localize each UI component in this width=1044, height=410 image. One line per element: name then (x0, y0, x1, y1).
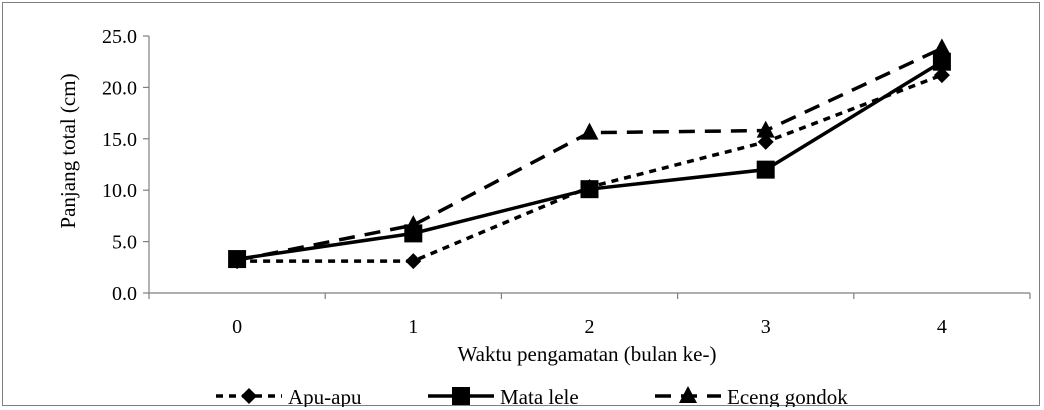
data-point-mata-lele (580, 180, 599, 199)
series-eceng-gondok (228, 38, 951, 268)
series-line-apu-apu (237, 73, 943, 263)
legend-item-apu-apu: Apu-apu (216, 385, 362, 407)
legend-label-mata-lele: Mata lele (500, 385, 579, 407)
y-tick-label: 10.0 (102, 180, 137, 202)
data-point-eceng-gondok (932, 38, 951, 56)
plot-axes (148, 36, 1030, 294)
legend-marker-eceng-gondok (679, 386, 697, 403)
data-point-eceng-gondok (228, 250, 247, 268)
y-tick-label: 0.0 (112, 283, 137, 305)
line-chart: 0.0 5.0 10.0 15.0 20.0 25.0 0 1 2 3 4 Panjang tot… (56, 26, 1031, 407)
y-tick-label: 15.0 (102, 129, 137, 151)
y-tick-label: 20.0 (102, 77, 137, 99)
data-point-apu-apu (933, 67, 950, 84)
y-axis-ticks: 0.0 5.0 10.0 15.0 20.0 25.0 (102, 26, 149, 305)
data-point-apu-apu (405, 253, 422, 270)
data-point-mata-lele (932, 52, 951, 71)
legend-marker-mata-lele (452, 387, 470, 405)
x-tick-label: 4 (937, 316, 947, 338)
data-point-eceng-gondok (756, 120, 775, 138)
data-point-eceng-gondok (580, 122, 599, 140)
legend-item-eceng-gondok: Eceng gondok (655, 385, 848, 407)
x-tick-label: 2 (585, 316, 595, 338)
data-point-apu-apu (757, 133, 774, 150)
y-axis-title: Panjang total (cm) (56, 73, 80, 228)
legend-label-eceng-gondok: Eceng gondok (727, 385, 848, 407)
x-axis-title: Waktu pengamatan (bulan ke-) (458, 342, 717, 366)
x-axis-ticks: 0 1 2 3 4 (148, 293, 1031, 338)
x-tick-label: 0 (232, 316, 242, 338)
legend-item-mata-lele: Mata lele (428, 385, 579, 407)
x-tick-label: 3 (761, 316, 771, 338)
data-point-eceng-gondok (404, 215, 423, 233)
series-line-eceng-gondok (236, 46, 943, 262)
y-tick-label: 5.0 (112, 232, 137, 254)
data-point-mata-lele (756, 160, 775, 179)
legend-label-apu-apu: Apu-apu (288, 385, 362, 407)
series-line-mata-lele (236, 60, 943, 261)
chart-legend: Apu-apu Mata lele Eceng gondok (216, 385, 848, 407)
x-tick-label: 1 (408, 316, 418, 338)
series-apu-apu (229, 67, 950, 270)
legend-marker-apu-apu (241, 388, 257, 404)
series-layer (228, 38, 951, 270)
y-tick-label: 25.0 (102, 26, 137, 48)
series-mata-lele (228, 52, 951, 269)
